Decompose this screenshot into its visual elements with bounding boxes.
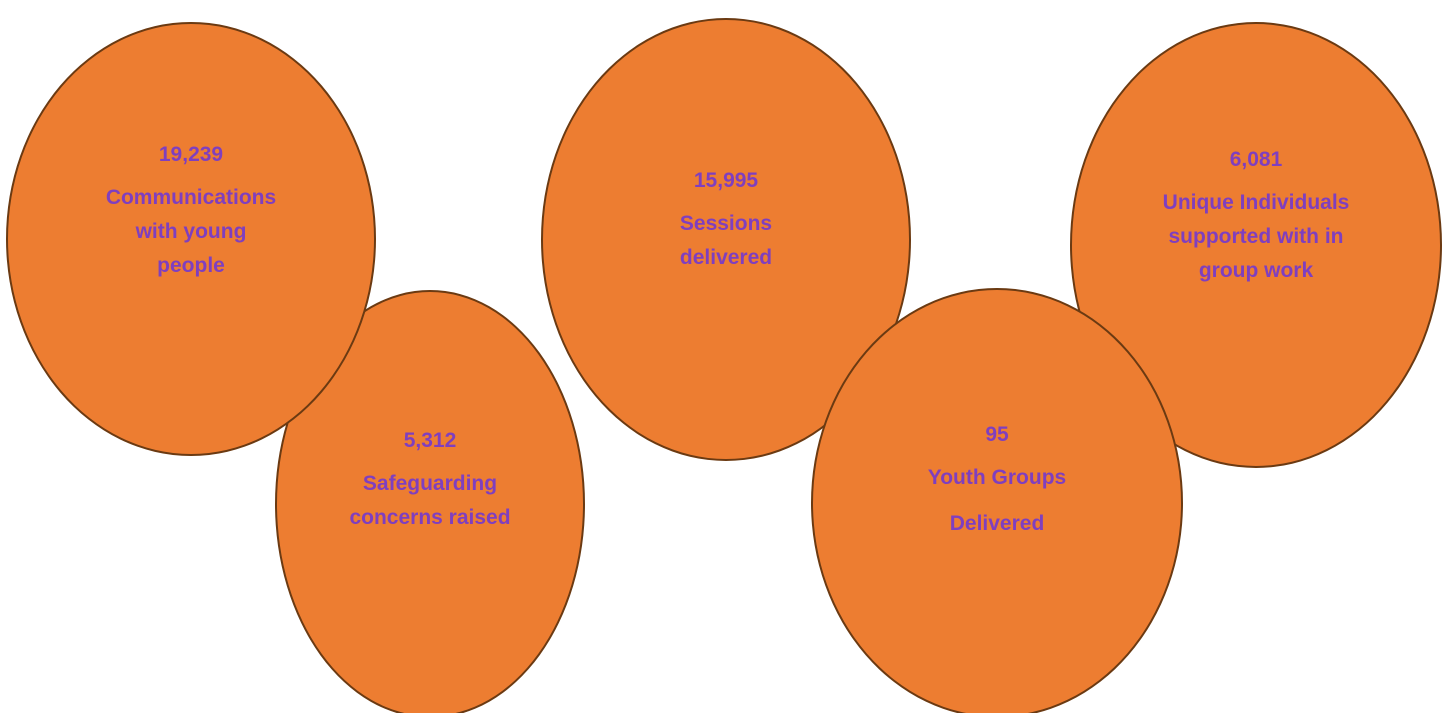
stat-value: 19,239 [158,143,224,166]
stat-text-safeguarding: 5,312 Safeguarding concerns raised [330,428,530,535]
stat-label: Sessions delivered [679,212,773,270]
stat-text-communications: 19,239 Communications with young people [71,142,311,283]
stat-label: Unique Individuals supported with in gro… [1162,191,1350,283]
stat-value: 5,312 [403,429,457,452]
stat-label: Youth Groups Delivered [927,466,1067,536]
stat-value: 95 [985,423,1009,446]
stat-text-youth-groups: 95 Youth Groups Delivered [897,422,1097,541]
stat-value: 6,081 [1229,148,1283,171]
stat-circle-communications [6,22,376,456]
stat-text-unique-individuals: 6,081 Unique Individuals supported with … [1136,147,1376,288]
stat-value: 15,995 [693,169,759,192]
stat-circle-youth-groups [811,288,1183,713]
stat-text-sessions: 15,995 Sessions delivered [626,168,826,275]
stat-label: Communications with young people [105,186,277,278]
stat-label: Safeguarding concerns raised [349,472,511,530]
